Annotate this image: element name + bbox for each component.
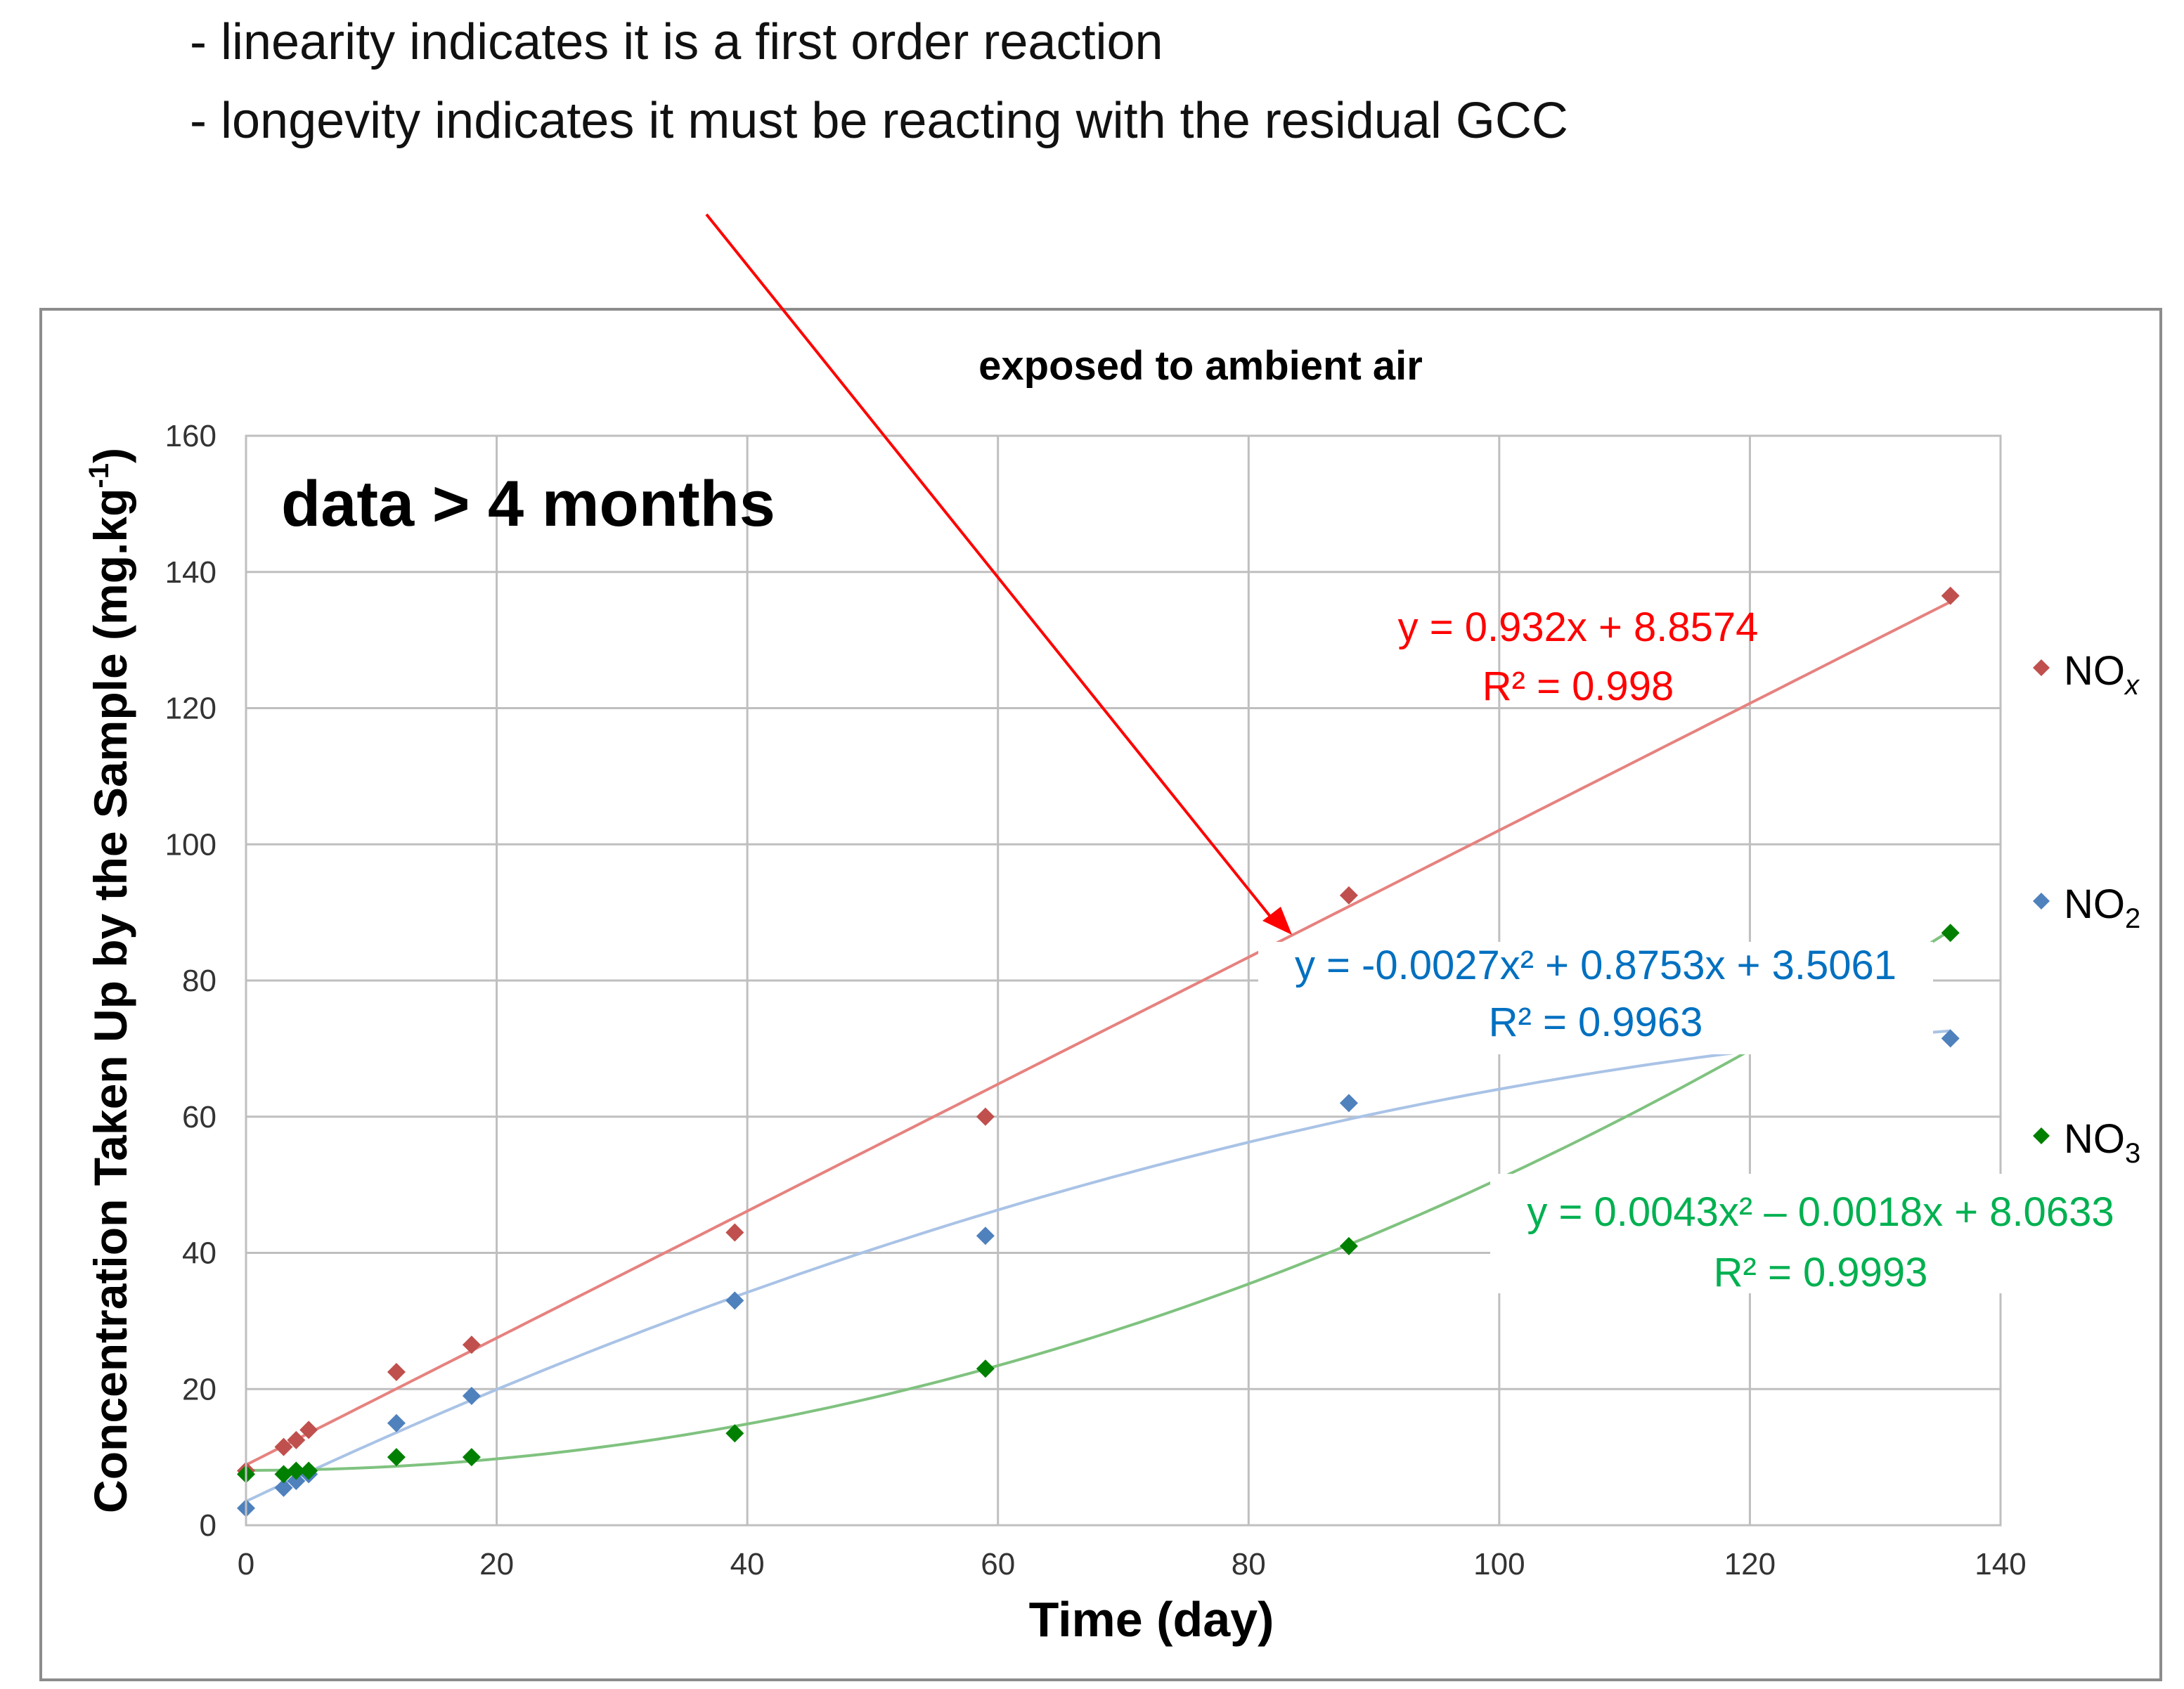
y-tick-label: 0: [200, 1508, 217, 1543]
legend-no3-sub: 3: [2125, 1138, 2140, 1169]
no3-fit-line: [246, 929, 1951, 1472]
no2-data-point: [1941, 1029, 1960, 1048]
nox-data-point: [725, 1223, 744, 1242]
no3-data-point: [1941, 924, 1960, 943]
x-tick-label: 100: [1473, 1547, 1525, 1581]
no3-equation-bg: [1490, 1174, 2151, 1293]
x-tick-label: 80: [1232, 1547, 1266, 1581]
y-tick-label: 160: [165, 419, 217, 453]
nox-data-point: [1941, 586, 1960, 605]
no2-data-point: [1339, 1094, 1358, 1113]
legend-no3-label: NO3: [2064, 1116, 2140, 1169]
nox-data-point: [976, 1107, 995, 1126]
tick-labels: 0 20 40 60 80 100 120 140 0 20 40 60 80 100 120 140 160: [165, 419, 2027, 1581]
no3-equation: y = 0.0043x² – 0.0018x + 8.0633: [1527, 1189, 2114, 1235]
no3-data-point: [976, 1359, 995, 1378]
no3-data-point: [299, 1461, 318, 1480]
annotation-arrow: [705, 213, 1275, 922]
annotation-arrow-head: [1262, 907, 1292, 935]
nox-data-point: [1339, 886, 1358, 905]
no2-data-point: [462, 1386, 481, 1405]
legend-nox-base: NO: [2064, 648, 2125, 694]
y-tick-label: 20: [182, 1372, 217, 1406]
no2-data-point: [387, 1413, 406, 1432]
y-tick-label: 40: [182, 1236, 217, 1271]
y-tick-label: 80: [182, 964, 217, 998]
no3-r2: R² = 0.9993: [1714, 1250, 1928, 1295]
plot-area: [245, 434, 2002, 1527]
x-tick-label: 140: [1975, 1547, 2026, 1581]
no2-data-point: [274, 1478, 293, 1497]
x-tick-label: 0: [238, 1547, 254, 1581]
legend-nox-marker: [2033, 659, 2050, 676]
chart-title: exposed to ambient air: [978, 343, 1423, 389]
no3-data-point: [287, 1461, 306, 1480]
data-duration-annotation: data > 4 months: [281, 468, 775, 540]
legend-no2-marker: [2033, 893, 2050, 910]
nox-data-point: [274, 1437, 293, 1456]
no3-data-point: [462, 1448, 481, 1467]
x-tick-label: 60: [981, 1547, 1015, 1581]
x-tick-label: 20: [479, 1547, 514, 1581]
nox-data-point: [299, 1421, 318, 1439]
no2-r2: R² = 0.9963: [1489, 999, 1703, 1045]
legend-item-no3: NO3: [2033, 1116, 2140, 1169]
x-tick-label: 120: [1724, 1547, 1776, 1581]
fit-curves: [245, 600, 1951, 1503]
legend-item-nox: NOx: [2033, 648, 2140, 701]
y-tick-label: 60: [182, 1100, 217, 1134]
y-tick-label: 140: [165, 555, 217, 590]
legend-no3-marker: [2033, 1127, 2050, 1144]
legend-no2-label: NO2: [2064, 881, 2140, 934]
no2-fit-line: [245, 1029, 1951, 1503]
no2-equation: y = -0.0027x² + 0.8753x + 3.5061: [1295, 943, 1897, 988]
y-axis-title-close: ): [84, 448, 136, 463]
legend-no3-base: NO: [2064, 1116, 2125, 1162]
y-tick-label: 100: [165, 827, 217, 862]
no3-data-point: [725, 1424, 744, 1443]
no2-data-point: [725, 1291, 744, 1310]
legend-item-no2: NO2: [2033, 881, 2140, 934]
y-axis-title-main: Concentration Taken Up by the Sample (mg…: [84, 488, 136, 1513]
x-tick-label: 40: [730, 1547, 765, 1581]
nox-fit-line: [245, 600, 1951, 1466]
x-axis-title: Time (day): [1029, 1592, 1274, 1647]
legend-nox-label: NOx: [2064, 648, 2140, 701]
y-axis-title: Concentration Taken Up by the Sample (mg…: [84, 448, 136, 1513]
legend: NOx NO2 NO3: [2033, 648, 2140, 1169]
nox-equation: y = 0.932x + 8.8574: [1398, 604, 1759, 650]
legend-no2-sub: 2: [2125, 903, 2140, 934]
legend-nox-sub: x: [2124, 670, 2140, 701]
nox-data-point: [462, 1335, 481, 1354]
no2-equation-bg: [1258, 942, 1933, 1054]
nox-data-point: [387, 1363, 406, 1382]
note-longevity: - longevity indicates it must be reactin…: [190, 93, 1568, 149]
no3-data-point: [387, 1448, 406, 1467]
y-tick-label: 120: [165, 692, 217, 726]
legend-no2-base: NO: [2064, 881, 2125, 927]
nox-data-point: [287, 1430, 306, 1449]
y-axis-title-sup: -1: [84, 463, 115, 488]
no3-data-point: [1339, 1236, 1358, 1255]
note-linearity: - linearity indicates it is a first orde…: [190, 14, 1163, 70]
nox-r2: R² = 0.998: [1482, 664, 1674, 709]
no2-data-point: [287, 1472, 306, 1491]
no2-data-point: [976, 1227, 995, 1245]
